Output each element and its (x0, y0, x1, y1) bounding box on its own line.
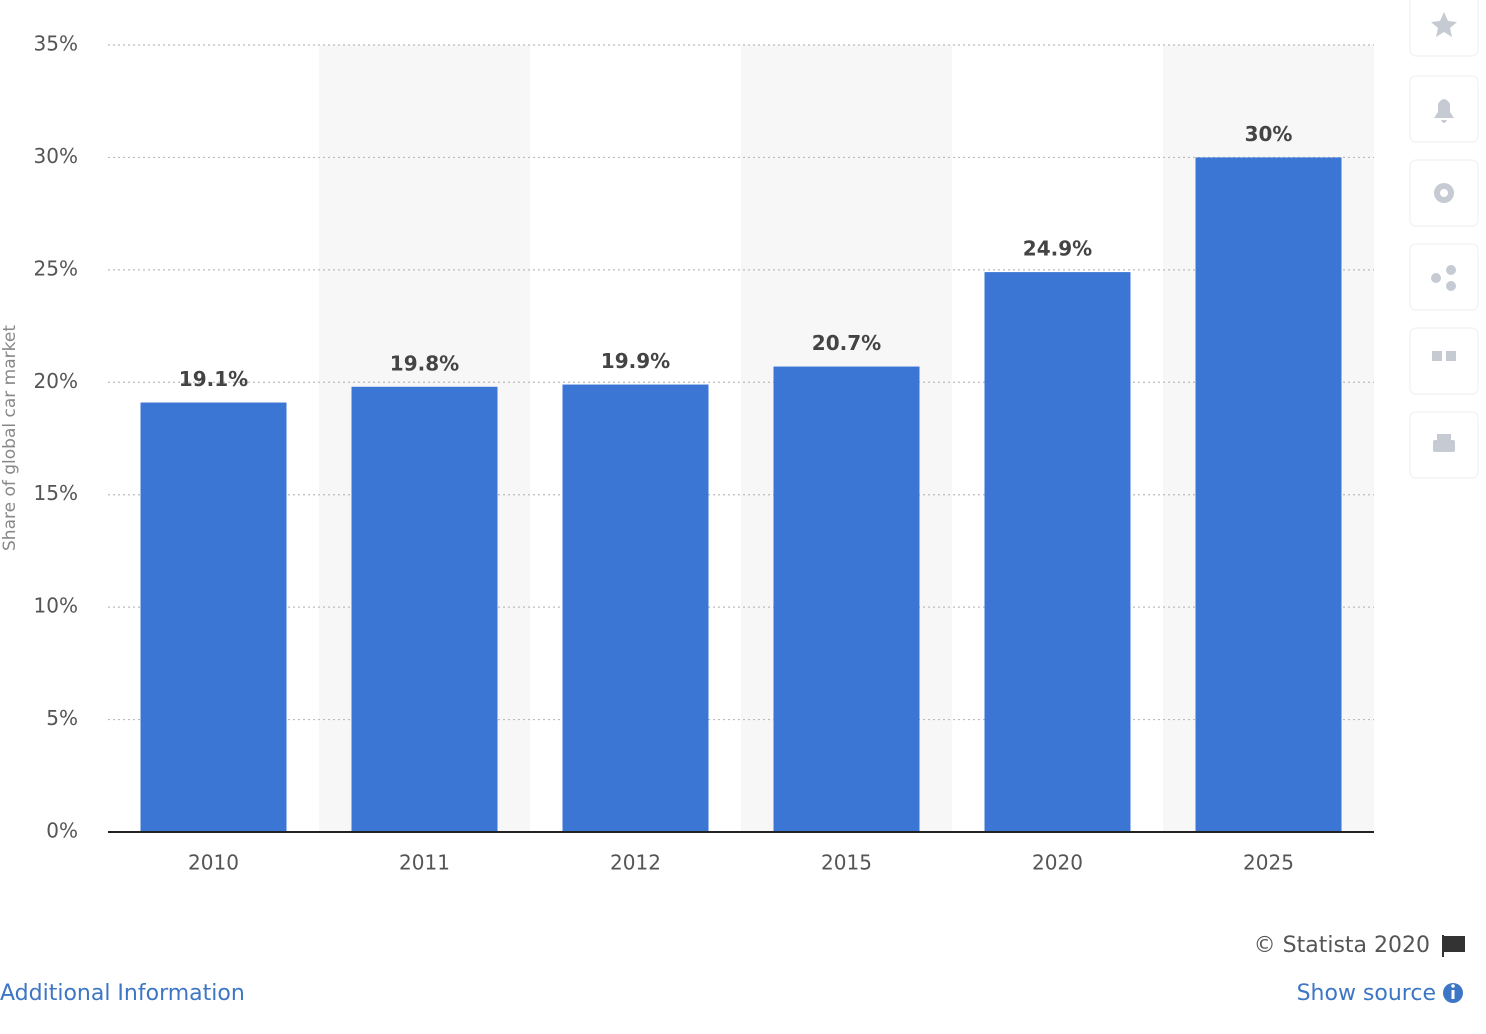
quote-icon (1446, 351, 1456, 361)
show-source-link[interactable]: Show source (1297, 981, 1436, 1006)
info-icon-bar (1451, 990, 1455, 999)
value-label: 30% (1245, 122, 1293, 146)
value-label: 19.1% (179, 367, 248, 391)
y-tick-label: 5% (46, 706, 78, 730)
bar (1195, 157, 1342, 832)
share-icon (1446, 281, 1456, 291)
y-tick-label: 20% (34, 369, 78, 393)
info-icon-dot (1451, 984, 1455, 988)
bar (984, 272, 1131, 832)
value-label: 20.7% (812, 331, 881, 355)
cite-button[interactable] (1409, 327, 1479, 395)
value-label: 19.8% (390, 351, 459, 375)
x-tick-label: 2015 (821, 851, 872, 875)
share-button[interactable] (1409, 243, 1479, 311)
sidebar-icons (1431, 12, 1457, 452)
additional-information-link[interactable]: Additional Information (0, 981, 245, 1006)
bar (140, 402, 287, 832)
x-tick-label: 2025 (1243, 851, 1294, 875)
quote-icon (1432, 351, 1442, 361)
x-tick-label: 2011 (399, 851, 450, 875)
share-icon (1431, 273, 1441, 283)
y-tick-label: 10% (34, 594, 78, 618)
y-tick-label: 30% (34, 144, 78, 168)
y-tick-label: 35% (34, 32, 78, 56)
plot: 0% 5% 10% 15% 20% 25% 30% 35% 19.1% 2010 19.8% 2011… (34, 32, 1374, 875)
value-label: 19.9% (601, 349, 670, 373)
gear-hole (1440, 189, 1448, 197)
y-tick-label: 15% (34, 481, 78, 505)
x-tick-label: 2012 (610, 851, 661, 875)
bar (562, 384, 709, 832)
print-icon (1433, 440, 1455, 452)
y-tick-label: 25% (34, 256, 78, 280)
star-icon (1431, 12, 1457, 37)
value-label: 24.9% (1023, 237, 1092, 261)
report-flag[interactable] (1442, 935, 1465, 957)
print-icon (1437, 434, 1451, 440)
bar (351, 386, 498, 832)
y-axis-label: Share of global car market (0, 325, 20, 551)
bell-icon (1434, 99, 1454, 123)
copyright: © Statista 2020 (1254, 933, 1430, 958)
y-tick-label: 0% (46, 819, 78, 843)
share-icon (1446, 265, 1456, 275)
sidebar (1409, 0, 1479, 479)
x-tick-label: 2010 (188, 851, 239, 875)
bar (773, 366, 920, 832)
x-tick-label: 2020 (1032, 851, 1083, 875)
